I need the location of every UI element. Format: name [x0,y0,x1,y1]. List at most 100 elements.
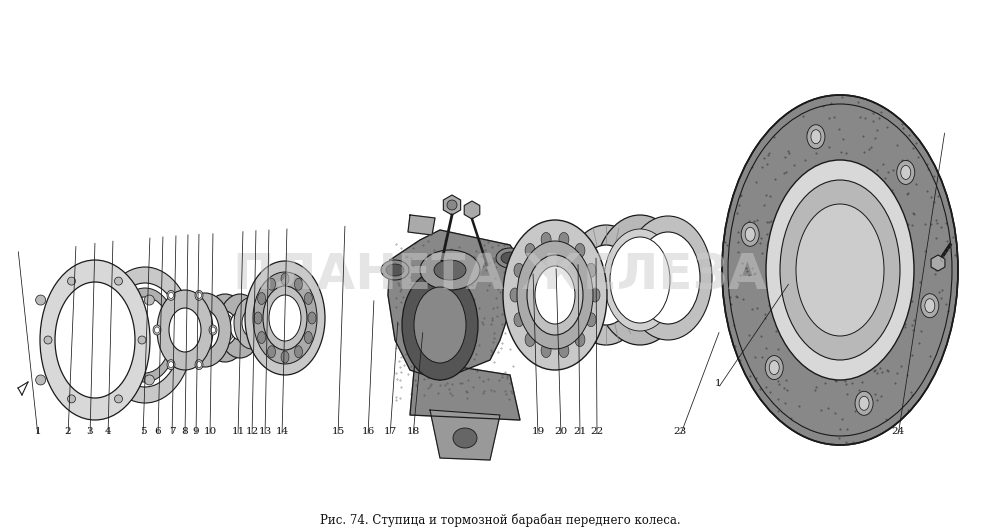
Ellipse shape [780,180,900,360]
Ellipse shape [610,237,670,323]
Ellipse shape [921,294,939,318]
Text: 3: 3 [87,427,93,436]
Text: 20: 20 [554,427,568,436]
Ellipse shape [447,200,457,210]
Ellipse shape [559,344,569,358]
Ellipse shape [535,266,575,324]
Ellipse shape [453,428,477,448]
Text: 8: 8 [182,427,188,436]
Ellipse shape [304,293,312,304]
Ellipse shape [153,325,161,335]
Ellipse shape [769,361,779,375]
Ellipse shape [766,160,914,380]
Ellipse shape [138,336,146,344]
Ellipse shape [586,313,596,327]
Text: 6: 6 [155,427,161,436]
Ellipse shape [564,225,648,345]
Text: 23: 23 [673,427,687,436]
Ellipse shape [420,250,480,290]
Ellipse shape [859,396,869,410]
Ellipse shape [179,293,231,367]
Text: Рис. 74. Ступица и тормозной барабан переднего колеса.: Рис. 74. Ступица и тормозной барабан пер… [320,513,680,527]
Ellipse shape [575,332,585,346]
Text: 18: 18 [406,427,420,436]
Ellipse shape [201,294,249,362]
Ellipse shape [811,130,821,144]
Text: 1: 1 [35,427,41,436]
Ellipse shape [144,375,154,385]
Ellipse shape [168,362,174,368]
Text: 24: 24 [891,427,905,436]
Ellipse shape [578,245,634,325]
Ellipse shape [897,161,915,185]
Ellipse shape [308,312,316,324]
Ellipse shape [230,312,250,340]
Ellipse shape [514,263,524,277]
Ellipse shape [109,283,181,387]
Ellipse shape [258,293,266,304]
Text: 13: 13 [258,427,272,436]
Ellipse shape [195,360,203,370]
Ellipse shape [386,264,404,276]
Ellipse shape [496,248,524,268]
Polygon shape [408,215,435,235]
Ellipse shape [210,327,216,333]
Ellipse shape [167,290,175,301]
Text: 1: 1 [715,379,721,388]
Ellipse shape [154,327,160,333]
Ellipse shape [195,290,203,301]
Ellipse shape [807,124,825,149]
Polygon shape [388,230,520,380]
Ellipse shape [294,278,302,290]
Ellipse shape [97,267,193,403]
Ellipse shape [36,295,46,305]
Polygon shape [430,410,500,460]
Ellipse shape [525,332,535,346]
Ellipse shape [796,204,884,336]
Ellipse shape [541,232,551,246]
Ellipse shape [196,362,202,368]
Ellipse shape [209,325,217,335]
Ellipse shape [191,310,219,350]
Ellipse shape [901,165,911,179]
Text: 5: 5 [140,427,146,436]
Ellipse shape [636,232,700,324]
Ellipse shape [294,346,302,358]
Text: 11: 11 [231,427,245,436]
Ellipse shape [113,288,177,382]
Ellipse shape [253,272,317,364]
Ellipse shape [55,282,135,398]
Ellipse shape [263,286,307,350]
Text: 9: 9 [193,427,199,436]
Polygon shape [443,195,461,215]
Ellipse shape [67,277,75,285]
Ellipse shape [594,215,686,345]
Text: 4: 4 [105,427,111,436]
Ellipse shape [381,260,409,280]
Ellipse shape [722,95,958,445]
Polygon shape [931,255,945,271]
Ellipse shape [281,351,289,363]
Text: 17: 17 [383,427,397,436]
Ellipse shape [36,375,46,385]
Text: 19: 19 [531,427,545,436]
Text: 22: 22 [590,427,604,436]
Text: 21: 21 [573,427,587,436]
Ellipse shape [414,287,466,363]
Text: 7: 7 [169,427,175,436]
Ellipse shape [604,229,676,331]
Ellipse shape [268,278,276,290]
Ellipse shape [525,244,535,257]
Text: 16: 16 [361,427,375,436]
Ellipse shape [575,244,585,257]
Ellipse shape [434,260,466,280]
Ellipse shape [559,232,569,246]
Text: 12: 12 [245,427,259,436]
Ellipse shape [503,220,607,370]
Ellipse shape [304,331,312,344]
Text: 14: 14 [275,427,289,436]
Ellipse shape [610,237,670,323]
Polygon shape [464,201,480,219]
Ellipse shape [855,392,873,415]
Ellipse shape [167,360,175,370]
